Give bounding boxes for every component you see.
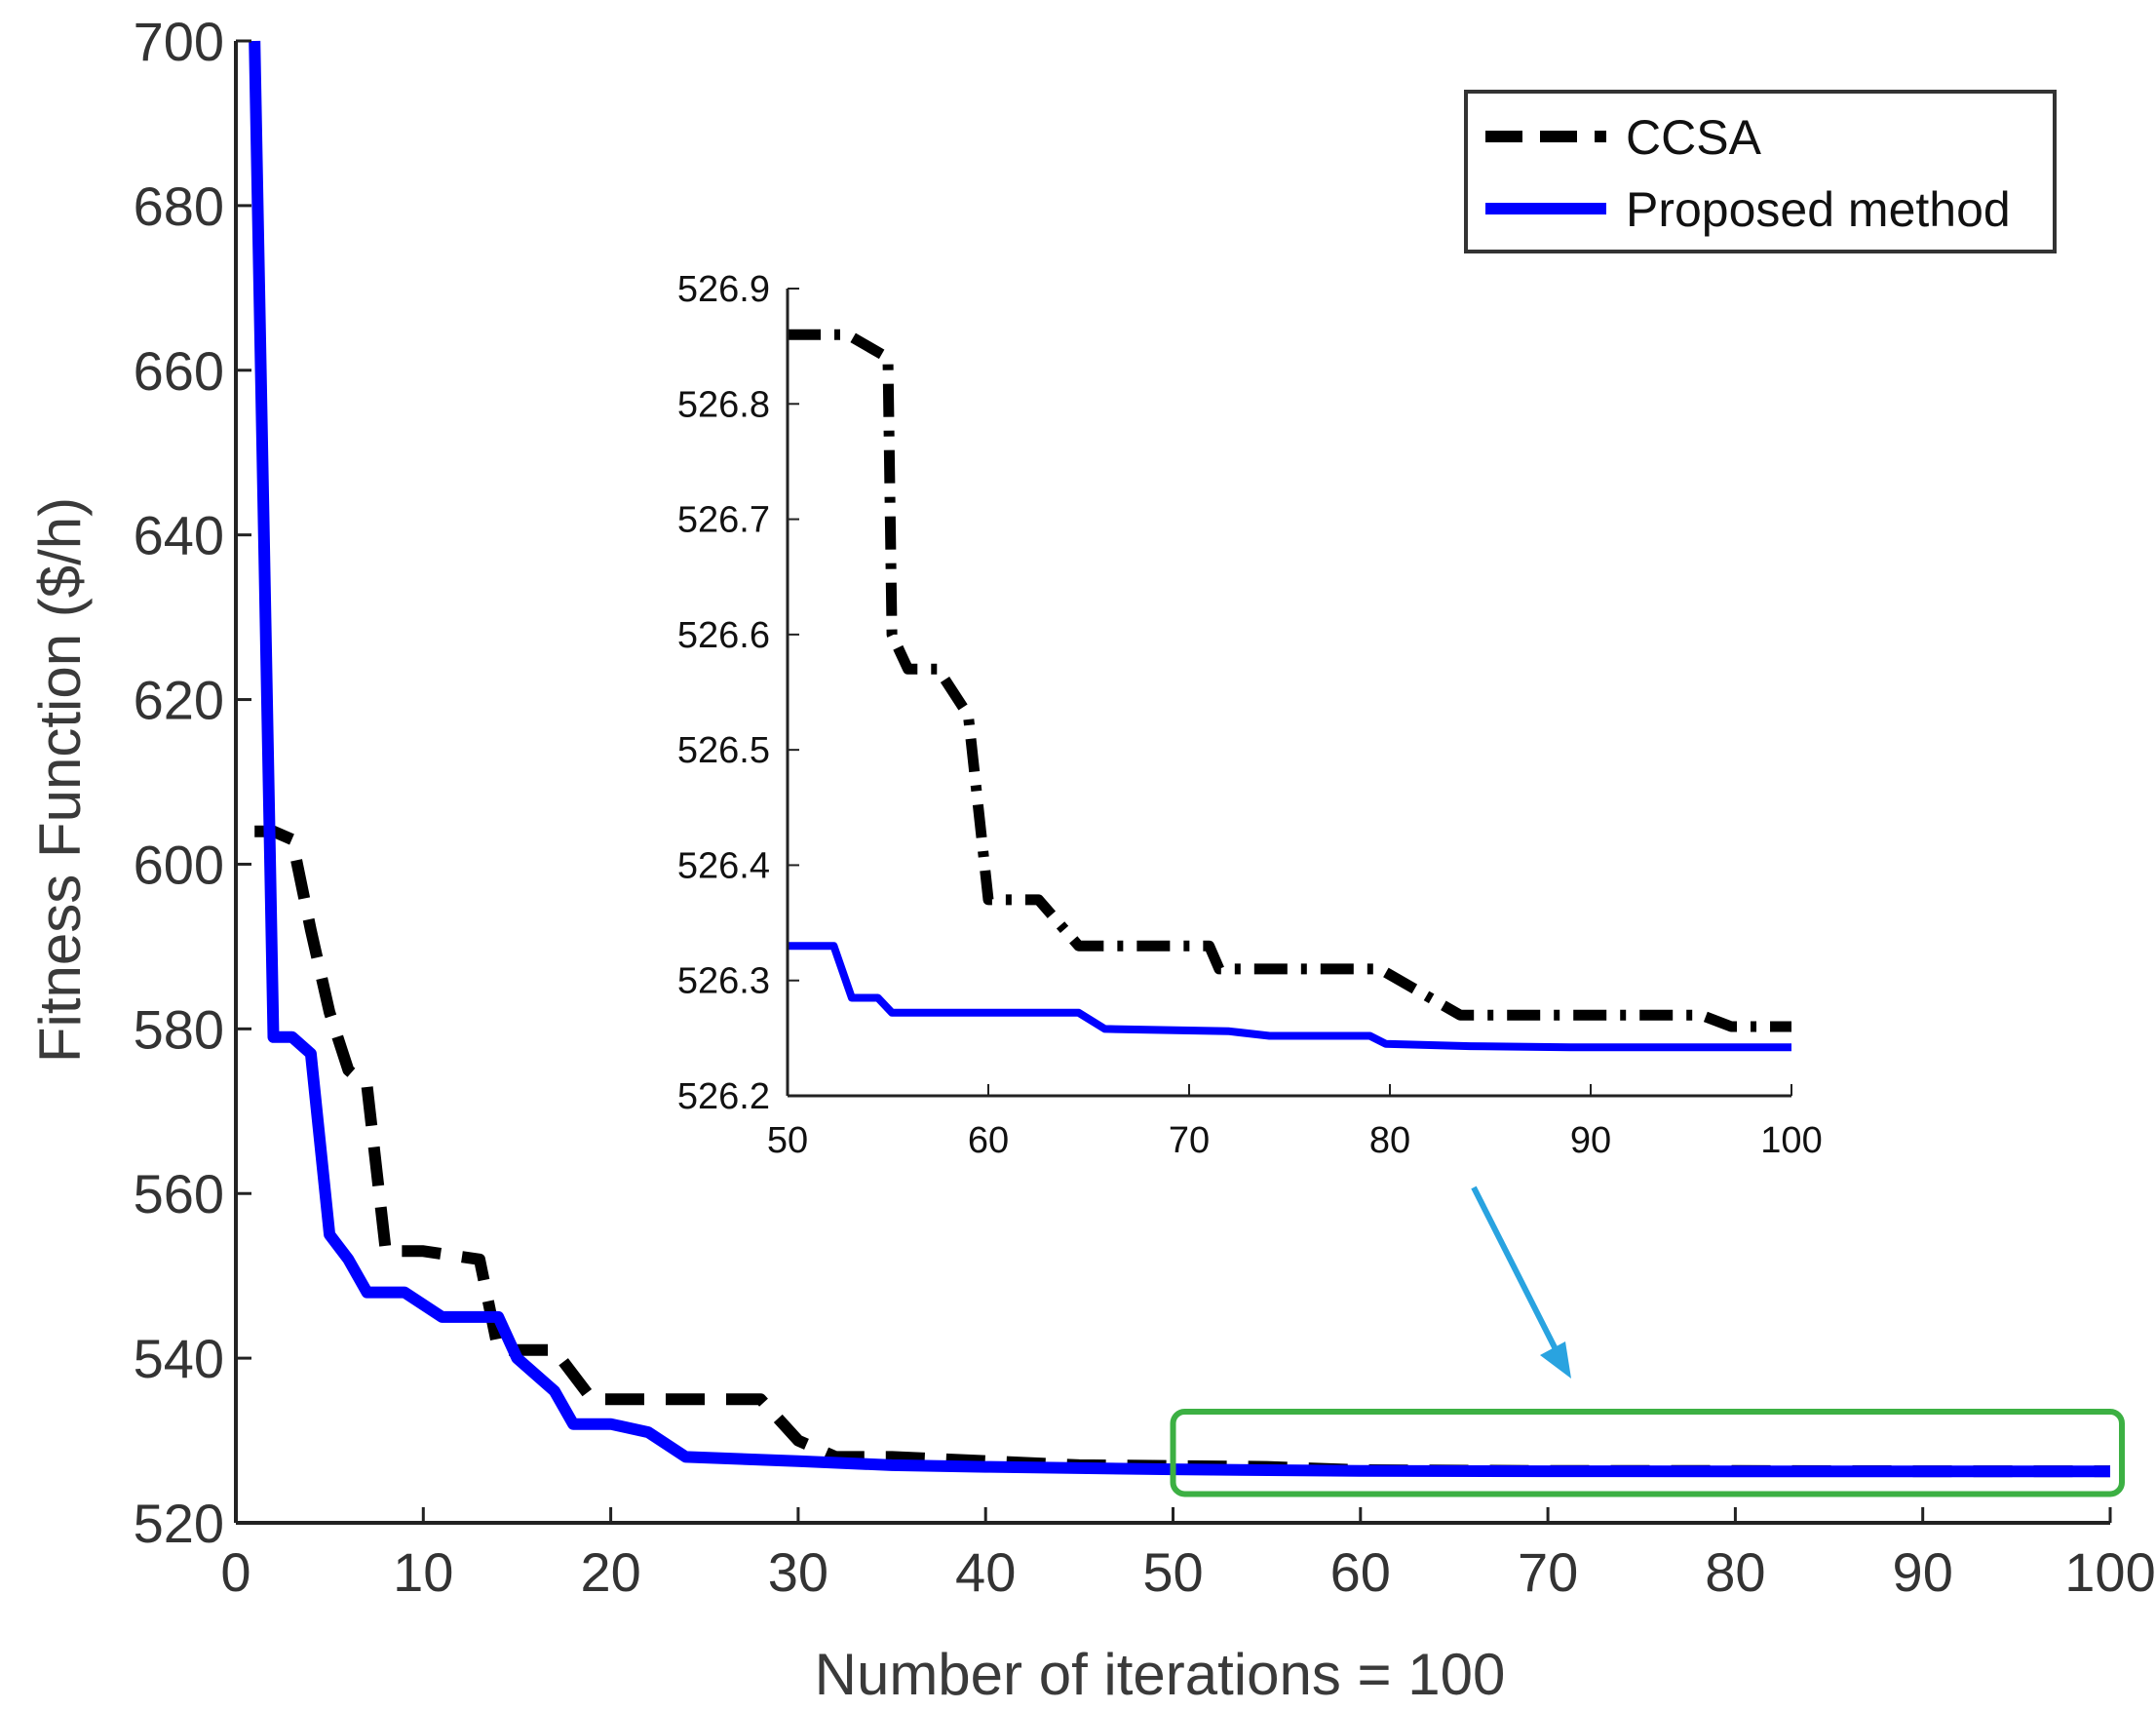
inset-x-tick-label: 80 [1369, 1120, 1410, 1161]
main-x-tick-label: 50 [1142, 1541, 1203, 1603]
main-x-tick-label: 60 [1330, 1541, 1391, 1603]
inset-x-ticks: 50 60 70 80 90 100 [767, 1084, 1823, 1161]
main-y-tick-label: 660 [134, 340, 224, 402]
main-y-tick-label: 680 [134, 175, 224, 237]
inset-y-tick-label: 526.4 [677, 845, 770, 886]
inset-series-ccsa [788, 329, 1791, 1032]
inset-y-tick-label: 526.2 [677, 1076, 770, 1117]
inset-x-tick-label: 90 [1570, 1120, 1611, 1161]
main-series-proposed-method [249, 40, 2110, 1478]
main-x-tick-label: 80 [1705, 1541, 1765, 1603]
main-x-tick-label: 70 [1518, 1541, 1578, 1603]
legend: CCSA Proposed method [1464, 90, 2057, 253]
legend-box [1464, 90, 2057, 253]
inset-series-proposed-method [788, 942, 1791, 1052]
main-x-ticks: 0 10 20 30 40 50 60 70 80 90 100 [220, 1507, 2156, 1603]
main-y-tick-label: 640 [134, 505, 224, 566]
zoom-highlight-box [1170, 1409, 2125, 1497]
zoom-arrow-icon [1471, 1185, 1571, 1379]
inset-y-tick-label: 526.3 [677, 961, 770, 1002]
x-axis-label: Number of iterations = 100 [815, 1642, 1506, 1707]
main-chart: 0 10 20 30 40 50 60 70 80 90 100 520 540 560 580 600 62… [27, 11, 2156, 1707]
inset-x-tick-label: 70 [1169, 1120, 1210, 1161]
main-x-tick-label: 30 [768, 1541, 828, 1603]
inset-y-ticks: 526.2 526.3 526.4 526.5 526.6 526.7 526.8 526.9 [677, 269, 799, 1117]
y-axis-label: Fitness Function ($/h) [27, 497, 93, 1063]
inset-chart: 50 60 70 80 90 100 526.2526.3526.4526.5526.65… [677, 269, 1823, 1161]
inset-x-tick-label: 50 [767, 1120, 808, 1161]
inset-x-tick-label: 100 [1760, 1120, 1822, 1161]
main-x-tick-label: 40 [955, 1541, 1016, 1603]
main-y-tick-label: 540 [134, 1328, 224, 1389]
main-y-ticks: 520 540 560 580 600 620 640 660 680 700 [134, 11, 251, 1554]
main-y-tick-label: 580 [134, 998, 224, 1060]
inset-y-tick-label: 526.9 [677, 269, 770, 310]
inset-x-tick-label: 60 [968, 1120, 1009, 1161]
main-y-tick-label: 620 [134, 670, 224, 731]
main-y-tick-label: 520 [134, 1493, 224, 1554]
main-y-tick-label: 560 [134, 1163, 224, 1224]
main-x-tick-label: 100 [2064, 1541, 2155, 1603]
inset-y-tick-label: 526.8 [677, 384, 770, 425]
inset-y-tick-label: 526.5 [677, 730, 770, 771]
inset-series-layer [788, 329, 1791, 1052]
legend-label-ccsa: CCSA [1626, 110, 1762, 165]
inset-background [788, 289, 1791, 1096]
main-y-tick-label: 600 [134, 834, 224, 895]
main-series-layer [249, 40, 2110, 1478]
main-x-tick-label: 20 [580, 1541, 640, 1603]
main-y-tick-label: 700 [134, 11, 224, 72]
main-x-tick-label: 90 [1893, 1541, 1953, 1603]
inset-y-tick-label: 526.6 [677, 615, 770, 656]
legend-label-proposed-method: Proposed method [1626, 182, 2011, 237]
inset-axes [786, 289, 1791, 1098]
main-x-tick-label: 10 [393, 1541, 453, 1603]
inset-y-tick-label: 526.7 [677, 500, 770, 541]
main-x-tick-label: 0 [220, 1541, 250, 1603]
